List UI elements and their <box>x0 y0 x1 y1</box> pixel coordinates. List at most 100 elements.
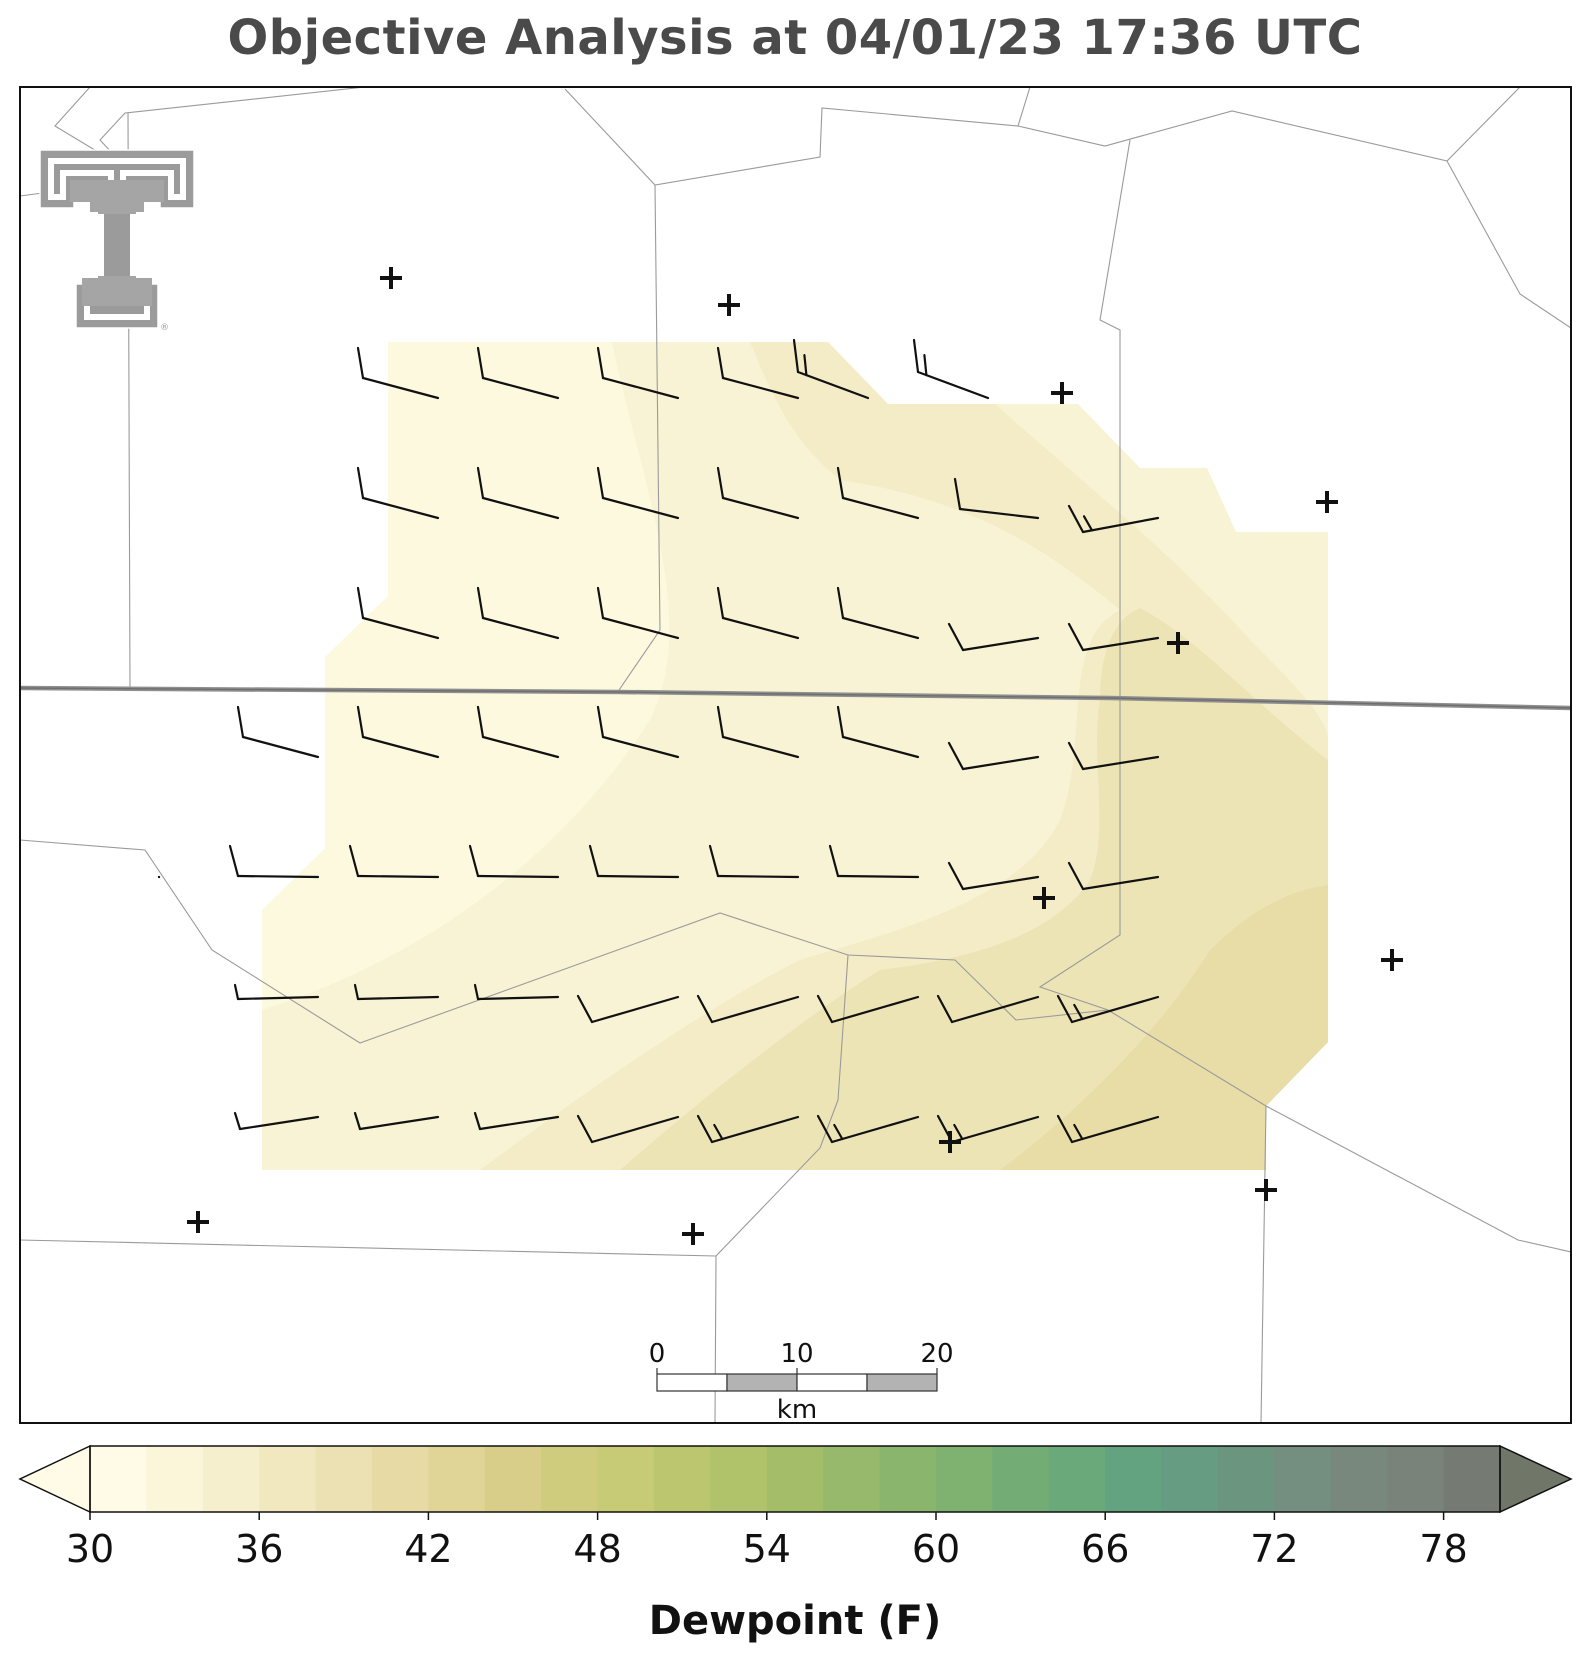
colorbar-label: Dewpoint (F) <box>648 1598 942 1644</box>
colorbar-segment <box>259 1446 317 1512</box>
wind-barb <box>353 1111 440 1131</box>
wind-barb <box>233 983 320 1001</box>
station-markers <box>187 267 1403 1245</box>
colorbar-extend-low <box>18 1444 91 1514</box>
scale-tick-10: 10 <box>780 1339 813 1369</box>
wind-barb <box>576 994 680 1024</box>
colorbar-segment <box>90 1446 147 1512</box>
wind-barb <box>1067 861 1160 891</box>
wind-barb <box>476 586 560 640</box>
colorbar-segment <box>823 1446 881 1512</box>
map-area: ® 0 10 20 km <box>20 87 1571 1425</box>
wind-barb <box>1056 994 1160 1024</box>
dewpoint-fill-40 <box>1000 885 1328 1170</box>
wind-barb <box>468 844 560 879</box>
map-title: Objective Analysis at 04/01/23 17:36 UTC <box>227 10 1363 66</box>
station-marker <box>1255 1179 1277 1201</box>
wind-barb <box>596 586 680 640</box>
wind-barb <box>348 844 440 879</box>
map-frame <box>19 86 1572 1424</box>
colorbar-segment <box>879 1446 937 1512</box>
colorbar-tick-label: 30 <box>66 1527 114 1571</box>
wind-barb <box>947 861 1040 891</box>
colorbar-outline <box>89 1445 1501 1513</box>
colorbar-segment <box>315 1446 373 1512</box>
colorbar-segment <box>484 1446 542 1512</box>
colorbar-segment <box>1105 1446 1163 1512</box>
scale-bar: 0 10 20 km <box>649 1339 954 1425</box>
colorbar-segment <box>372 1446 429 1512</box>
colorbar-segment <box>1274 1446 1332 1512</box>
wind-barb <box>696 994 800 1024</box>
colorbar-segment <box>146 1446 204 1512</box>
wind-barb <box>356 346 440 400</box>
colorbar-segment <box>1218 1446 1275 1512</box>
wind-barb <box>356 705 440 759</box>
colorbar-tick-label: 48 <box>573 1527 621 1571</box>
wind-barb <box>473 983 560 1001</box>
colorbar-segment <box>1048 1446 1106 1512</box>
wind-barb <box>792 338 870 400</box>
wind-barb <box>953 477 1040 520</box>
colorbar-tick-label: 72 <box>1250 1527 1298 1571</box>
colorbar-segment <box>202 1446 260 1512</box>
texas-tech-logo: ® <box>39 149 195 333</box>
state-border <box>20 685 1571 711</box>
colorbar-segment <box>992 1446 1050 1512</box>
wind-barb <box>716 586 800 640</box>
station-marker <box>1033 887 1055 909</box>
wind-barb <box>1056 1114 1160 1144</box>
wind-barb <box>356 466 440 520</box>
wind-barb <box>836 466 920 520</box>
wind-barb <box>476 346 560 400</box>
colorbar-tick-label: 54 <box>743 1527 791 1571</box>
wind-barb <box>596 705 680 759</box>
wind-barb <box>947 622 1040 652</box>
colorbar-segment <box>1161 1446 1219 1512</box>
wind-barb <box>816 1114 920 1144</box>
wind-barb <box>356 586 440 640</box>
logo-registered-mark: ® <box>160 323 169 333</box>
colorbar-segment <box>654 1446 711 1512</box>
colorbar-segment <box>1330 1446 1388 1512</box>
colorbar-tick-label: 66 <box>1081 1527 1129 1571</box>
scale-tick-0: 0 <box>649 1339 666 1369</box>
wind-barb <box>836 705 920 759</box>
colorbar-extend-high <box>1499 1444 1573 1514</box>
wind-barb <box>836 586 920 640</box>
wind-barb <box>588 844 680 879</box>
wind-barb <box>476 705 560 759</box>
wind-barb <box>1067 741 1160 771</box>
colorbar-tick-label: 36 <box>235 1527 283 1571</box>
scale-tick-20: 20 <box>920 1339 953 1369</box>
wind-barb <box>596 346 680 400</box>
station-marker <box>939 1131 961 1153</box>
colorbar-segment <box>1443 1446 1501 1512</box>
wind-barbs <box>157 338 1160 1144</box>
wind-barb <box>912 338 990 400</box>
wind-barb <box>816 994 920 1024</box>
wind-barb <box>233 1111 320 1131</box>
wind-barb <box>708 844 800 879</box>
wind-barb <box>353 983 440 1001</box>
wind-barb <box>716 705 800 759</box>
colorbar-tick-label: 60 <box>912 1527 960 1571</box>
wind-barb <box>936 994 1040 1024</box>
wind-barb <box>1067 622 1160 652</box>
wind-barb <box>716 346 800 400</box>
colorbar-tick-label: 42 <box>404 1527 452 1571</box>
station-marker <box>1381 949 1403 971</box>
colorbar-segment <box>541 1446 599 1512</box>
wind-barb <box>828 844 920 879</box>
scale-unit: km <box>777 1395 817 1425</box>
wind-barb <box>696 1114 800 1144</box>
wind-barb <box>228 844 320 879</box>
colorbar-segment <box>936 1446 993 1512</box>
station-marker <box>682 1223 704 1245</box>
dewpoint-colorbar: 30 36 42 48 54 60 66 72 78 <box>18 1444 1573 1571</box>
station-marker <box>1316 491 1338 513</box>
wind-barb <box>576 1114 680 1144</box>
wind-barb <box>236 705 320 759</box>
wind-barb <box>596 466 680 520</box>
